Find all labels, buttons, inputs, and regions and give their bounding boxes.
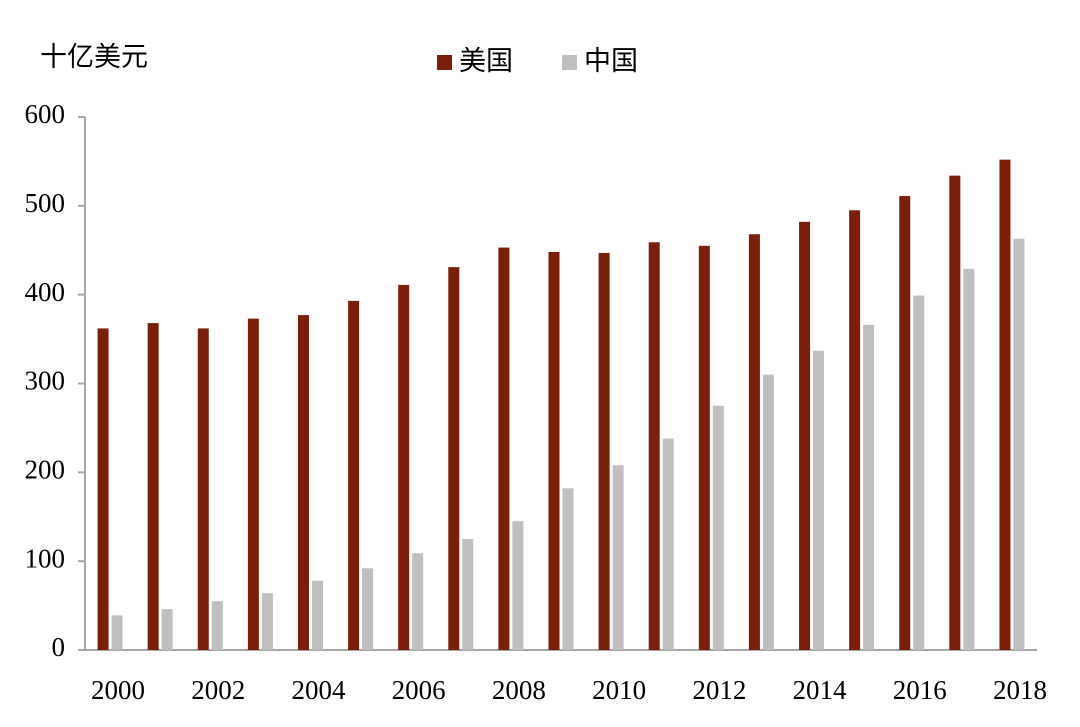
x-tick-label: 2006 bbox=[392, 675, 446, 705]
bar bbox=[297, 315, 309, 650]
x-tick-label: 2018 bbox=[993, 675, 1047, 705]
y-axis-title: 十亿美元 bbox=[40, 42, 148, 72]
legend-swatch bbox=[562, 55, 577, 70]
bar bbox=[211, 601, 223, 650]
bar bbox=[949, 175, 961, 650]
bar bbox=[849, 210, 861, 650]
x-tick-label: 2004 bbox=[291, 675, 346, 705]
y-tick-label: 500 bbox=[25, 188, 66, 218]
bar bbox=[362, 568, 374, 650]
x-tick-label: 2000 bbox=[91, 675, 145, 705]
bar bbox=[247, 318, 259, 650]
x-tick-label: 2014 bbox=[793, 675, 848, 705]
bar bbox=[913, 295, 925, 650]
bar bbox=[662, 438, 674, 650]
bar bbox=[612, 465, 624, 650]
bar bbox=[197, 328, 209, 650]
bar bbox=[863, 324, 875, 650]
x-tick-label: 2012 bbox=[692, 675, 746, 705]
bar bbox=[799, 221, 811, 650]
legend-swatch bbox=[437, 55, 452, 70]
bar bbox=[512, 521, 524, 650]
bar bbox=[899, 196, 911, 651]
bar bbox=[762, 374, 774, 650]
x-tick-label: 2008 bbox=[492, 675, 546, 705]
bar bbox=[999, 159, 1011, 650]
bar bbox=[261, 593, 273, 650]
bar bbox=[97, 328, 109, 650]
bar bbox=[748, 234, 760, 650]
y-tick-label: 200 bbox=[25, 455, 66, 485]
legend-label: 美国 bbox=[459, 46, 513, 76]
bar bbox=[498, 247, 510, 650]
bar bbox=[648, 242, 660, 650]
x-tick-label: 2016 bbox=[893, 675, 947, 705]
y-tick-label: 600 bbox=[25, 99, 66, 129]
bar bbox=[147, 323, 159, 650]
bar bbox=[111, 615, 123, 650]
bar bbox=[712, 405, 724, 650]
y-tick-label: 300 bbox=[25, 366, 66, 396]
y-tick-label: 400 bbox=[25, 277, 66, 307]
bar bbox=[412, 553, 424, 650]
y-tick-label: 0 bbox=[52, 632, 66, 662]
bar bbox=[562, 488, 574, 650]
bar bbox=[598, 252, 610, 651]
bar bbox=[963, 268, 975, 650]
bar bbox=[311, 580, 323, 650]
bar bbox=[1013, 238, 1025, 650]
bar bbox=[161, 609, 173, 650]
bar bbox=[813, 350, 825, 650]
y-tick-label: 100 bbox=[25, 543, 66, 573]
legend-label: 中国 bbox=[584, 46, 638, 76]
x-tick-label: 2002 bbox=[191, 675, 245, 705]
x-tick-label: 2010 bbox=[592, 675, 646, 705]
bar bbox=[448, 267, 460, 650]
bar bbox=[398, 284, 410, 650]
bar bbox=[348, 300, 360, 650]
bar bbox=[462, 538, 474, 650]
bar bbox=[548, 252, 560, 650]
bar bbox=[698, 245, 710, 650]
